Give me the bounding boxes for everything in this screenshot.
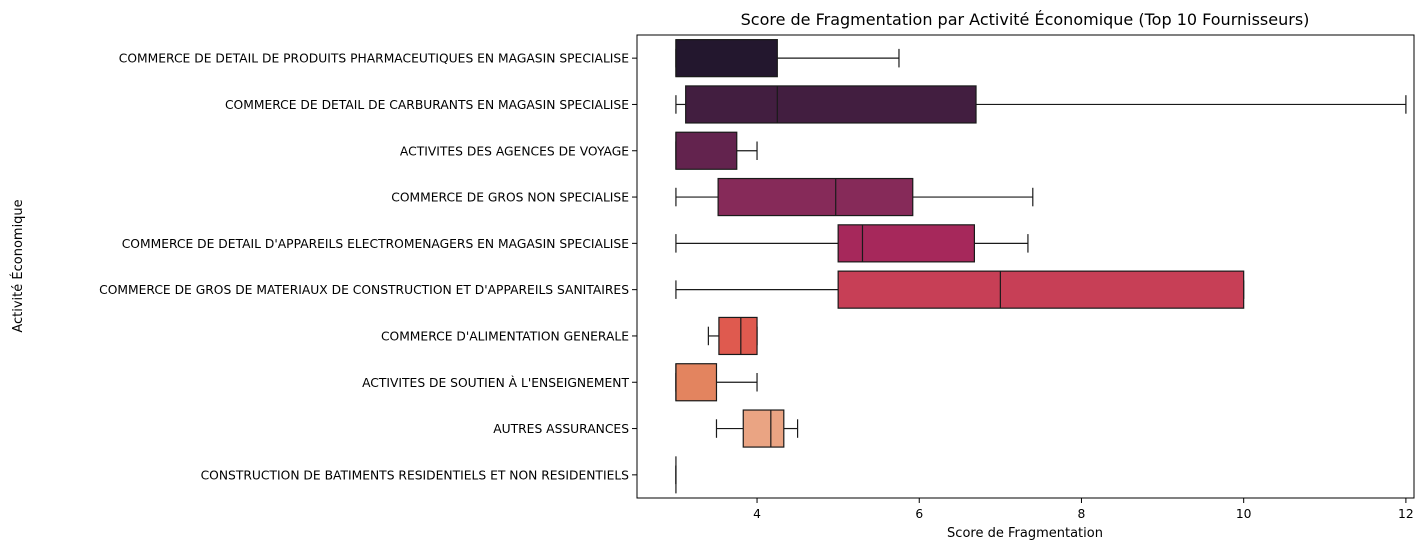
box-group: [675, 39, 900, 78]
box-iqr: [685, 85, 977, 124]
x-tick-label: 6: [915, 507, 923, 521]
x-axis-label: Score de Fragmentation: [947, 526, 1103, 541]
box-iqr: [837, 270, 1245, 309]
y-tick-label: CONSTRUCTION DE BATIMENTS RESIDENTIELS E…: [201, 468, 630, 482]
box-group: [675, 85, 1407, 124]
y-tick-label: ACTIVITES DES AGENCES DE VOYAGE: [400, 144, 629, 158]
box-group: [675, 270, 1245, 309]
x-tick-label: 10: [1236, 507, 1252, 521]
x-tick-labels: 4 6 8 10 12: [753, 498, 1414, 521]
y-tick-label: COMMERCE D'ALIMENTATION GENERALE: [381, 329, 629, 343]
plot-frame: [636, 34, 1415, 499]
box-iqr: [675, 39, 778, 78]
box-group: [675, 131, 758, 170]
box-iqr: [718, 316, 758, 356]
boxes-layer: [675, 39, 1407, 494]
y-tick-label: COMMERCE DE DETAIL D'APPAREILS ELECTROME…: [122, 237, 629, 251]
box-iqr: [742, 409, 785, 448]
y-tick-label: COMMERCE DE GROS NON SPECIALISE: [391, 191, 629, 205]
box-group: [675, 363, 758, 402]
box-iqr: [837, 224, 976, 263]
y-axis-label: Activité Économique: [10, 199, 26, 332]
box-group: [675, 177, 1034, 217]
chart-title: Score de Fragmentation par Activité Écon…: [741, 10, 1310, 29]
y-tick-label: COMMERCE DE GROS DE MATERIAUX DE CONSTRU…: [99, 283, 629, 297]
box-group: [675, 224, 1029, 263]
box-iqr: [675, 131, 738, 170]
x-tick-label: 4: [753, 507, 761, 521]
x-tick-label: 12: [1398, 507, 1414, 521]
y-tick-label: COMMERCE DE DETAIL DE PRODUITS PHARMACEU…: [119, 52, 629, 66]
x-tick-label: 8: [1078, 507, 1086, 521]
y-tick-label: ACTIVITES DE SOUTIEN À L'ENSEIGNEMENT: [362, 375, 629, 390]
box-group: [707, 316, 758, 356]
box-group: [715, 409, 799, 448]
box-iqr: [717, 177, 914, 217]
y-tick-labels: COMMERCE DE DETAIL DE PRODUITS PHARMACEU…: [99, 52, 637, 482]
y-tick-label: AUTRES ASSURANCES: [493, 422, 629, 436]
box-iqr: [675, 363, 718, 402]
y-tick-label: COMMERCE DE DETAIL DE CARBURANTS EN MAGA…: [225, 98, 629, 112]
